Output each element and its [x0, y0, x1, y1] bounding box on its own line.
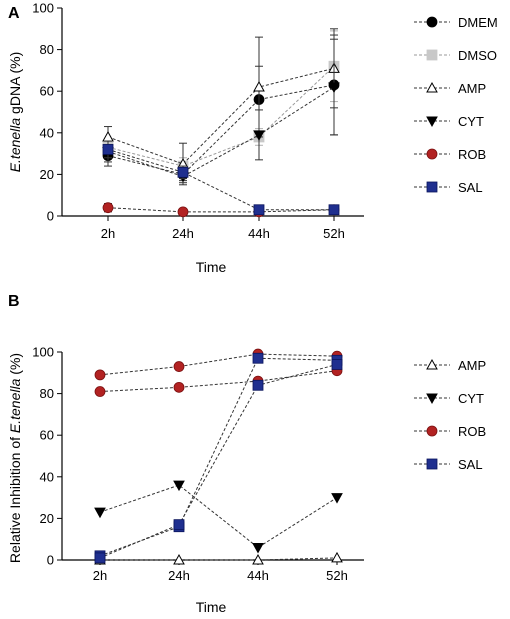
- data-point: [102, 202, 114, 214]
- y-tick-label: 80: [40, 386, 54, 401]
- series-sal: [102, 140, 340, 216]
- series-rob-line: [99, 353, 338, 376]
- data-point: [94, 386, 106, 397]
- series-amp-line: [100, 557, 338, 561]
- panel-b-legend: AMP CYT ROB SAL: [414, 358, 486, 472]
- y-tick-label: 40: [40, 125, 54, 140]
- legend-marker: [426, 148, 438, 160]
- y-tick-label: 40: [40, 469, 54, 484]
- panel-a: A 0 20 40 60 80 100 2h 24h 44h 52h Time E.tenella gD…: [7, 1, 498, 276]
- data-point: [173, 361, 185, 372]
- series-dmso-line: [107, 65, 335, 167]
- legend-label: ROB: [458, 424, 486, 439]
- data-point: [173, 553, 185, 565]
- x-axis-title: Time: [196, 599, 227, 615]
- legend-label: AMP: [458, 81, 486, 96]
- y-tick-label: 60: [40, 428, 54, 443]
- panel-a-legend: DMEM DMSO AMP CYT ROB SAL: [414, 15, 498, 195]
- y-axis-title: Relative Inhibition of E.tenella (%): [7, 353, 23, 563]
- legend-label: CYT: [458, 391, 484, 406]
- y-tick-label: 100: [32, 345, 54, 360]
- legend-marker: [426, 49, 438, 61]
- series-sal-line: [99, 357, 338, 557]
- data-point: [173, 381, 185, 393]
- series-dmso: [102, 30, 340, 175]
- data-point: [94, 507, 106, 519]
- legend-label: ROB: [458, 147, 486, 162]
- series-sal-2: [94, 359, 343, 564]
- series-cyt-line: [99, 484, 338, 549]
- legend-marker: [426, 81, 438, 93]
- legend-marker: [426, 181, 438, 193]
- legend-label: CYT: [458, 114, 484, 129]
- data-point: [173, 480, 185, 492]
- data-point: [253, 204, 265, 216]
- legend-label: SAL: [458, 457, 483, 472]
- data-point: [328, 204, 340, 216]
- y-axis-title: E.tenella gDNA (%): [7, 52, 23, 173]
- x-tick-label: 2h: [101, 226, 115, 241]
- data-point: [252, 553, 264, 565]
- data-point: [252, 379, 264, 391]
- series-cyt-line: [107, 86, 335, 178]
- x-axis-title: Time: [196, 259, 227, 275]
- series-rob-line: [107, 207, 335, 213]
- series-amp-line: [107, 67, 335, 165]
- series-sal-line: [107, 148, 334, 211]
- y-tick-label: 100: [32, 1, 54, 16]
- series-sal: [94, 352, 343, 562]
- y-tick-label: 60: [40, 84, 54, 99]
- data-point: [252, 543, 264, 554]
- series-amp: [94, 551, 343, 565]
- legend-marker: [426, 358, 438, 370]
- data-point: [173, 519, 185, 531]
- x-tick-label: 24h: [172, 226, 194, 241]
- legend-marker: [426, 116, 438, 128]
- x-tick-label: 52h: [326, 568, 348, 583]
- y-tick-label: 0: [47, 209, 54, 224]
- panel-b-label: B: [8, 293, 20, 310]
- legend-marker: [426, 458, 438, 470]
- data-point: [94, 369, 106, 381]
- legend-marker: [426, 393, 438, 405]
- legend-label: DMEM: [458, 15, 498, 30]
- legend-marker: [426, 425, 438, 437]
- data-point: [102, 130, 114, 142]
- x-tick-label: 52h: [323, 226, 345, 241]
- data-point: [331, 359, 343, 370]
- y-tick-label: 80: [40, 42, 54, 57]
- series-rob-2: [94, 365, 343, 397]
- panel-a-label: A: [8, 5, 20, 22]
- series-sal-2-line: [99, 363, 338, 559]
- x-tick-label: 2h: [93, 568, 107, 583]
- data-point: [252, 352, 264, 364]
- data-point: [94, 552, 106, 564]
- legend-label: SAL: [458, 180, 483, 195]
- legend-label: AMP: [458, 358, 486, 373]
- data-point: [331, 551, 343, 563]
- data-point: [177, 166, 189, 178]
- data-point: [331, 493, 343, 504]
- data-point: [177, 206, 189, 218]
- data-point: [253, 81, 265, 92]
- x-tick-label: 44h: [247, 568, 269, 583]
- legend-label: DMSO: [458, 48, 497, 63]
- legend-marker: [426, 16, 438, 28]
- x-tick-label: 44h: [248, 226, 270, 241]
- y-tick-label: 20: [40, 167, 54, 182]
- data-point: [328, 82, 340, 94]
- series-cyt: [94, 480, 343, 554]
- y-tick-label: 0: [47, 553, 54, 568]
- y-tick-label: 20: [40, 511, 54, 526]
- series-cyt: [102, 38, 340, 184]
- panel-b: B 0 20 40 60 80 100 2h 24h 44h 52h Time Relative Inh…: [7, 293, 486, 615]
- data-point: [253, 130, 265, 141]
- series-dmem-line: [107, 84, 335, 175]
- x-tick-label: 24h: [168, 568, 190, 583]
- data-point: [102, 144, 114, 155]
